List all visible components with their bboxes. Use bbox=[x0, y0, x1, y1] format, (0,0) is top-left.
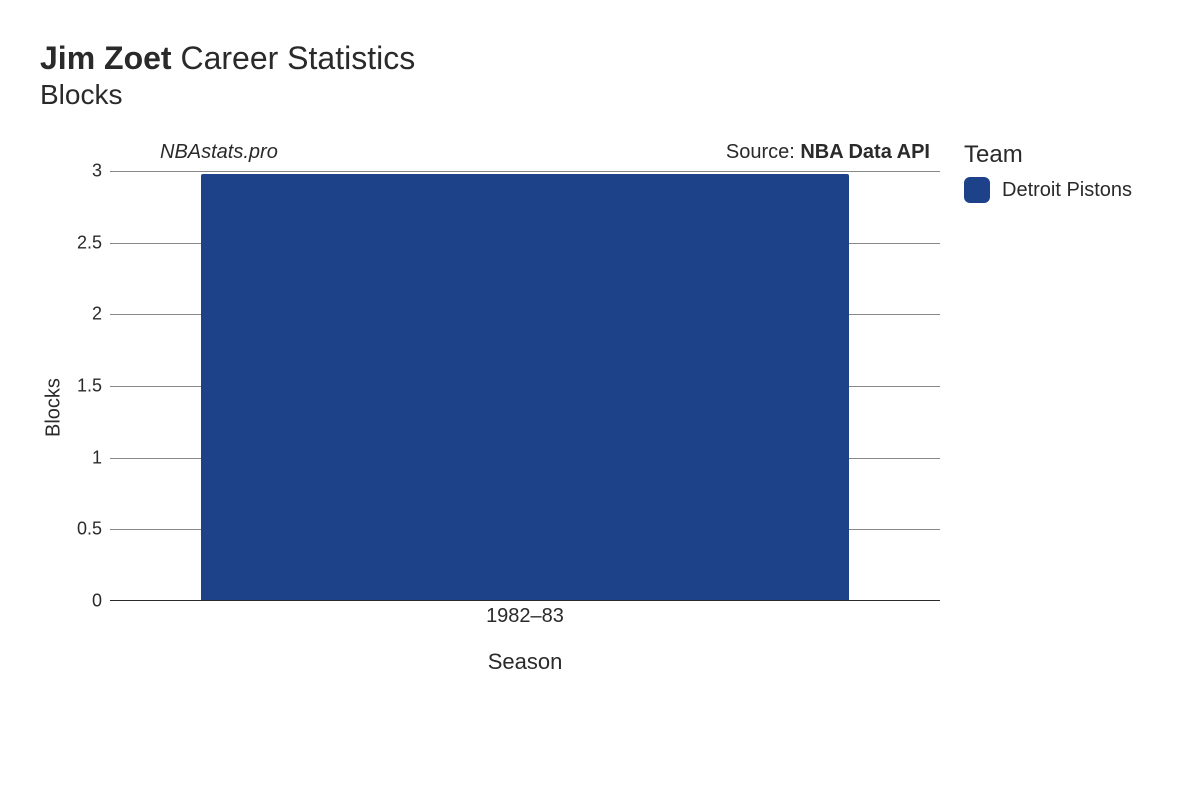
y-tick-label: 0.5 bbox=[77, 519, 102, 540]
annotation-source-value: NBA Data API bbox=[800, 141, 930, 163]
y-tick-label: 1.5 bbox=[77, 376, 102, 397]
legend-item: Detroit Pistons bbox=[964, 177, 1132, 203]
chart-title: Jim Zoet Career Statistics Blocks bbox=[40, 40, 1160, 111]
x-axis-label: Season bbox=[110, 649, 940, 675]
y-tick-label: 2.5 bbox=[77, 232, 102, 253]
bar bbox=[201, 174, 848, 600]
annotation-source-label: Source: bbox=[726, 141, 800, 163]
annotation-source: Source: NBA Data API bbox=[726, 141, 930, 164]
y-axis-ticks: 0 0.5 1 1.5 2 2.5 3 bbox=[68, 141, 110, 675]
y-axis-label: Blocks bbox=[40, 141, 68, 675]
legend-swatch bbox=[964, 177, 990, 203]
x-tick-label: 1982–83 bbox=[486, 605, 564, 628]
plot-area bbox=[110, 171, 940, 601]
y-tick-label: 3 bbox=[92, 161, 102, 182]
y-tick-label: 1 bbox=[92, 447, 102, 468]
annotation-site: NBAstats.pro bbox=[160, 141, 278, 164]
gridline bbox=[110, 171, 940, 172]
legend-title: Team bbox=[964, 141, 1132, 169]
y-tick-label: 2 bbox=[92, 304, 102, 325]
chart-area: Blocks 0 0.5 1 1.5 2 2.5 3 NBAstats.pro Source… bbox=[40, 141, 1160, 675]
legend: Team Detroit Pistons bbox=[940, 141, 1132, 675]
title-rest: Career Statistics bbox=[180, 40, 415, 76]
y-tick-label: 0 bbox=[92, 591, 102, 612]
chart-annotations: NBAstats.pro Source: NBA Data API bbox=[110, 141, 940, 171]
chart-subtitle: Blocks bbox=[40, 79, 1160, 111]
title-player: Jim Zoet bbox=[40, 40, 172, 76]
x-axis-ticks: 1982–83 bbox=[110, 601, 940, 631]
legend-label: Detroit Pistons bbox=[1002, 179, 1132, 202]
